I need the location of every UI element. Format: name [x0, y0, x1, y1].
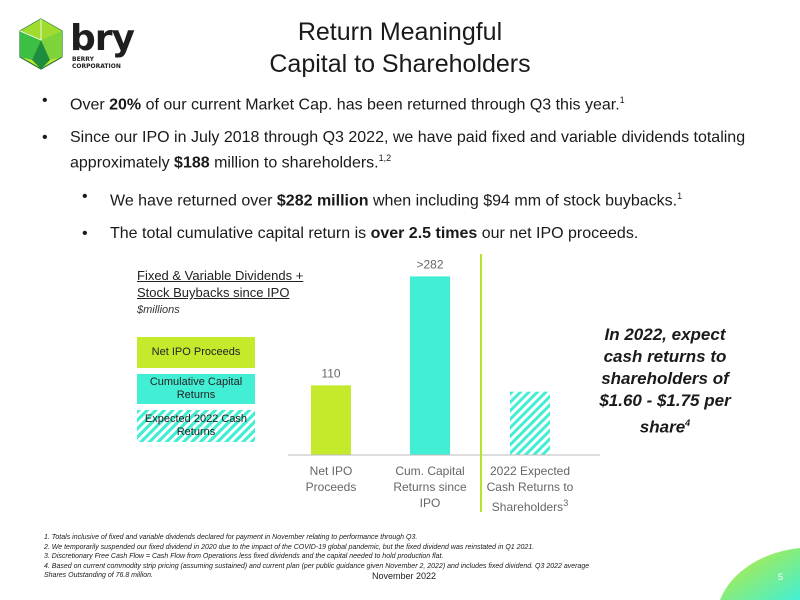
page-number: 5 [778, 572, 784, 582]
footnote-4-cont: Shares Outstanding of 76.8 million. [44, 572, 153, 579]
bar-2022-expected-returns [510, 391, 550, 455]
logo-subtitle: BERRY CORPORATION [72, 56, 121, 70]
bar-cumulative-capital-returns [410, 276, 450, 455]
bullet-2: Since our IPO in July 2018 through Q3 20… [40, 127, 780, 173]
category-label-net-ipo: Net IPO Proceeds [305, 464, 357, 494]
bars-group: 110 >282 [311, 257, 550, 455]
category-label-2022-expected: 2022 Expected Cash Returns to Shareholde… [486, 464, 574, 514]
chart-title: Fixed & Variable Dividends + Stock Buyba… [137, 268, 304, 300]
bar-chart: 110 >282 [288, 254, 600, 512]
category-label-cum-capital: Cum. Capital Returns since IPO [393, 464, 467, 510]
corner-gradient-decoration [720, 548, 800, 600]
logo-wordmark: bry [70, 18, 135, 59]
footnote-3: 3. Discretionary Free Cash Flow = Cash F… [44, 553, 444, 560]
title-line-2: Capital to Shareholders [269, 50, 531, 78]
footer-date: November 2022 [372, 571, 437, 581]
bullet-list: Over 20% of our current Market Cap. has … [40, 90, 780, 256]
chart-unit-label: $millions [137, 304, 180, 316]
sub-bullet-1: We have returned over $282 million when … [80, 186, 780, 211]
page-title: Return Meaningful Capital to Shareholder… [200, 16, 600, 80]
data-label-cumulative-capital-returns: >282 [416, 257, 443, 271]
berry-logo: bry BERRY CORPORATION [18, 16, 138, 72]
bullet-1: Over 20% of our current Market Cap. has … [40, 90, 780, 115]
callout-text: In 2022, expect cash returns to sharehol… [599, 325, 731, 437]
data-label-net-ipo-proceeds: 110 [321, 366, 340, 380]
footnote-2: 2. We temporarily suspended our fixed di… [44, 543, 535, 551]
geometric-gem-logo-icon [19, 18, 63, 70]
title-line-1: Return Meaningful [297, 18, 503, 46]
legend-net-ipo-proceeds: Net IPO Proceeds [137, 337, 255, 368]
sub-bullet-2: The total cumulative capital return is o… [80, 223, 780, 244]
footnote-4: 4. Based on current commodity strip pric… [44, 562, 590, 570]
legend-cumulative-capital-returns: Cumulative Capital Returns [137, 374, 255, 404]
footnotes: 1. Totals inclusive of fixed and variabl… [44, 533, 764, 581]
footnote-1: 1. Totals inclusive of fixed and variabl… [44, 534, 418, 541]
bar-net-ipo-proceeds [311, 385, 351, 455]
legend-expected-2022-cash-returns: Expected 2022 Cash Returns [137, 410, 255, 442]
